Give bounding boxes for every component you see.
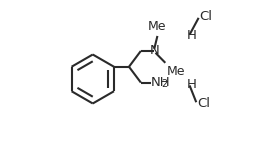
Text: Me: Me: [167, 65, 185, 78]
Text: 2: 2: [161, 79, 167, 89]
Text: Me: Me: [148, 20, 167, 33]
Text: Cl: Cl: [199, 10, 212, 23]
Text: H: H: [187, 29, 197, 42]
Text: N: N: [149, 44, 159, 58]
Text: H: H: [187, 78, 197, 91]
Text: NH: NH: [151, 76, 171, 89]
Text: Cl: Cl: [197, 97, 210, 110]
